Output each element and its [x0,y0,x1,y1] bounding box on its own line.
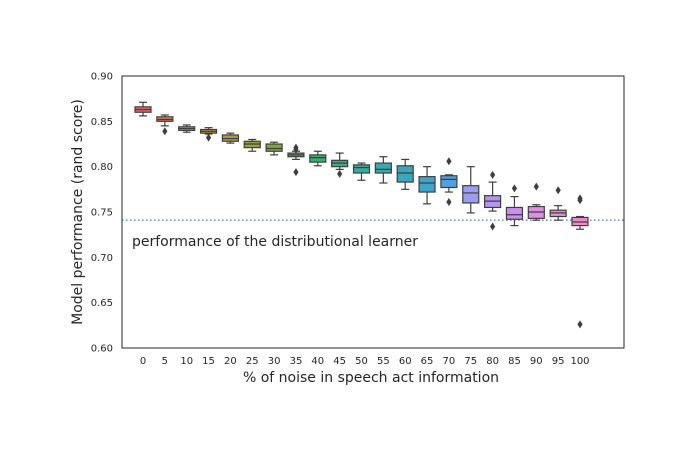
x-tick-label: 10 [180,356,193,367]
y-tick-label: 0.60 [91,344,113,355]
box-95 [549,186,567,221]
x-tick-label: 80 [486,356,499,367]
outlier-point [446,157,452,166]
iqr-box [265,143,283,152]
iqr-box [440,175,458,189]
y-tick-label: 0.85 [91,117,113,128]
outlier-point [490,170,496,179]
x-tick-label: 60 [399,356,412,367]
box-70 [440,157,458,207]
y-tick-label: 0.75 [91,208,113,219]
outlier-point [490,222,496,231]
outlier-point [577,320,583,329]
x-tick-label: 0 [140,356,146,367]
outlier-point [555,186,561,195]
outlier-point [293,168,299,177]
x-tick-label: 75 [464,356,477,367]
x-tick-label: 20 [224,356,237,367]
outlier-point [533,182,539,191]
outlier-point [511,184,518,193]
y-tick-label: 0.90 [91,72,113,83]
box-30 [265,141,283,156]
outlier-point [205,133,212,142]
iqr-box [505,206,524,220]
outlier-point [293,143,299,152]
x-tick-label: 5 [162,356,168,367]
box-0 [134,101,152,117]
box-40 [309,150,327,167]
outlier-point [162,127,168,136]
outlier-point [577,196,583,205]
x-tick-label: 35 [290,356,303,367]
box-100 [571,194,589,329]
x-tick-label: 25 [246,356,259,367]
x-tick-label: 50 [355,356,368,367]
iqr-box [462,185,480,204]
box-35 [287,143,305,177]
x-tick-label: 30 [268,356,281,367]
outlier-point [337,169,343,178]
box-50 [352,162,371,181]
distributional-learner-annotation: performance of the distributional learne… [132,234,418,250]
x-tick-label: 95 [552,356,565,367]
box-5 [156,114,174,136]
x-tick-label: 55 [377,356,390,367]
box-65 [418,166,436,205]
iqr-box [309,154,327,163]
x-tick-label: 85 [508,356,521,367]
x-tick-label: 90 [530,356,543,367]
x-tick-label: 15 [202,356,215,367]
iqr-box [352,164,371,174]
iqr-box [418,176,436,193]
y-axis-label: Model performance (rand score) [70,99,86,325]
iqr-box [374,162,392,174]
box-60 [396,158,414,190]
plot-area: 0.60 0.65 0.70 0.75 0.80 0.85 0.90 0 5 10 15 20 25 30… [91,72,624,367]
plot-frame [121,75,625,349]
y-tick-label: 0.70 [91,253,113,264]
box-25 [243,138,261,152]
box-10 [178,124,196,133]
x-tick-label: 100 [570,356,589,367]
box-15 [199,127,218,142]
box-20 [221,132,239,144]
x-axis-label: % of noise in speech act information [243,370,499,386]
x-tick-label: 40 [311,356,324,367]
x-tick-label: 70 [443,356,456,367]
y-tick-label: 0.80 [91,162,113,173]
box-45 [331,152,349,178]
iqr-box [396,165,414,183]
outlier-point [446,198,452,207]
box-75 [462,166,480,214]
y-tick-label: 0.65 [91,298,113,309]
box-90 [527,182,545,221]
x-tick-label: 65 [421,356,434,367]
box-85 [505,184,524,227]
box-80 [484,170,502,231]
x-tick-label: 45 [333,356,346,367]
box-55 [374,156,392,184]
